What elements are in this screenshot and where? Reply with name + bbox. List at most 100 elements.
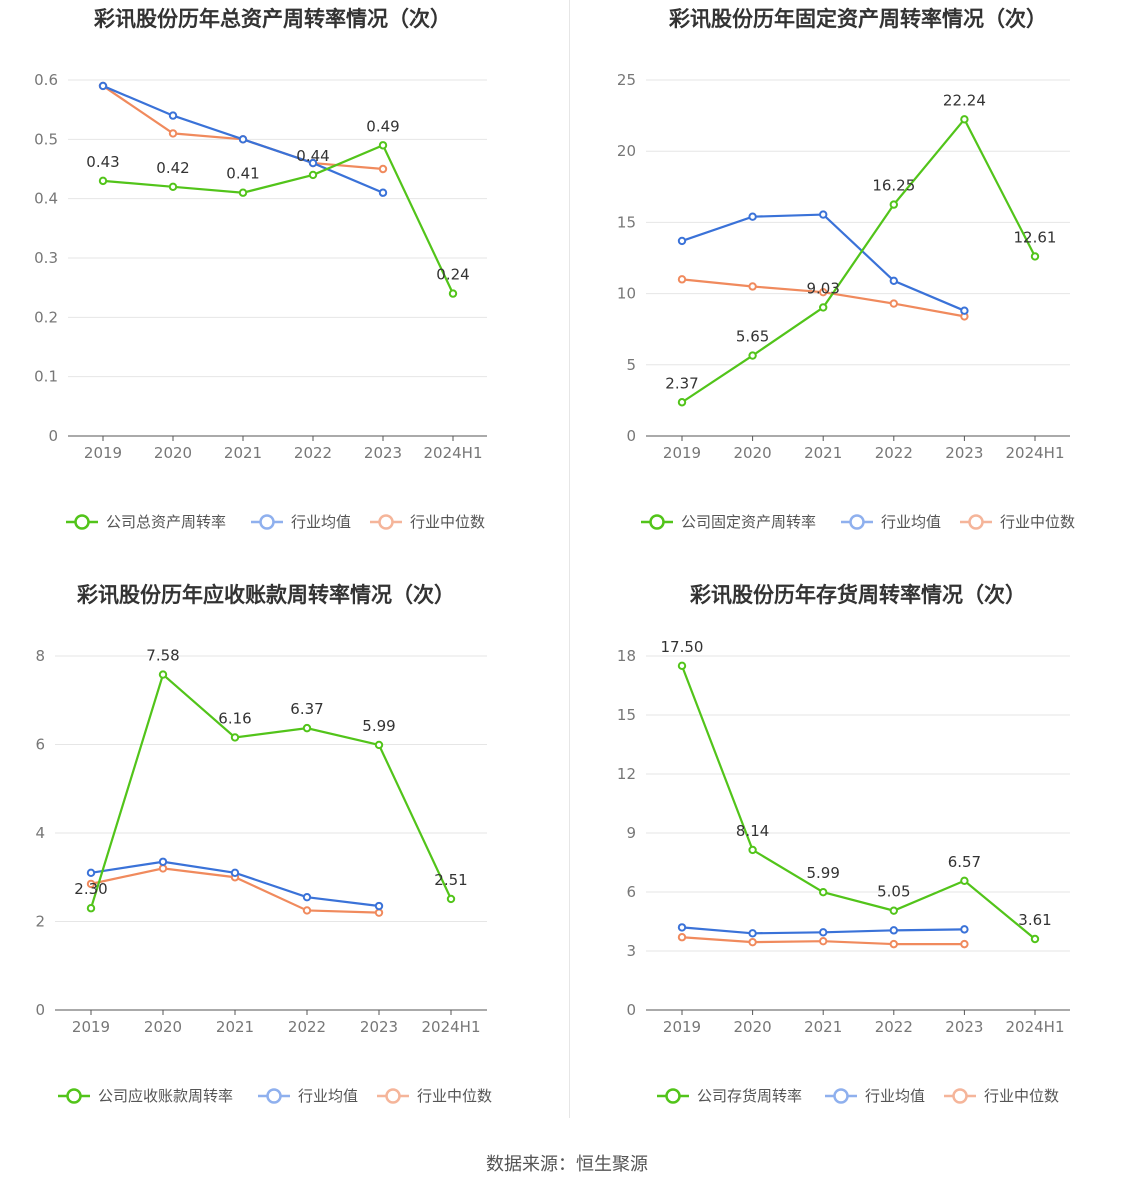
data-point-median	[889, 939, 898, 949]
legend-marker	[833, 1088, 849, 1104]
legend-item-median[interactable]: 行业中位数	[944, 1087, 1059, 1105]
x-tick-label: 2022	[288, 1018, 326, 1036]
legend-label: 行业均值	[298, 1087, 358, 1105]
data-point-median	[819, 936, 828, 946]
data-point-company	[86, 904, 96, 913]
chart-panel-inventory: 彩讯股份历年存货周转率情况（次） 0 3 6 9 12 15 18 2019 2020 2021 20…	[567, 576, 1134, 1152]
legend-label: 公司应收账款周转率	[98, 1087, 233, 1105]
y-tick-label: 4	[35, 824, 45, 842]
chart-title: 彩讯股份历年总资产周转率情况（次）	[93, 7, 451, 31]
legend-marker	[968, 514, 984, 530]
data-label: 6.16	[218, 709, 251, 727]
data-label: 12.61	[1014, 228, 1057, 246]
data-label: 5.65	[736, 328, 769, 346]
chart-title: 彩讯股份历年应收账款周转率情况（次）	[76, 583, 455, 607]
data-label: 5.99	[806, 864, 839, 882]
y-tick-label: 6	[626, 883, 636, 901]
legend-marker	[649, 514, 665, 530]
data-label: 7.58	[146, 647, 179, 665]
data-point-median	[158, 864, 168, 873]
chart-receivables-turnover: 彩讯股份历年应收账款周转率情况（次） 0 2 4 6 8 2019 2020 2021 2022 2…	[35, 583, 492, 1105]
legend-marker	[266, 1088, 282, 1104]
data-point-avg	[302, 892, 312, 902]
data-point-avg	[960, 306, 969, 315]
data-point-company	[448, 289, 458, 298]
legend-item-company[interactable]: 公司应收账款周转率	[58, 1087, 233, 1105]
data-label: 5.05	[877, 883, 910, 901]
data-point-company	[1030, 934, 1040, 944]
data-point-avg	[889, 926, 898, 935]
legend-marker	[849, 514, 865, 530]
legend-item-avg[interactable]: 行业均值	[251, 513, 351, 531]
data-label: 22.24	[943, 91, 986, 109]
x-tick-label: 2019	[663, 1018, 701, 1036]
legend-marker	[378, 514, 394, 530]
y-tick-label: 25	[617, 71, 636, 89]
series-line-median	[102, 85, 384, 171]
data-label: 5.99	[362, 717, 395, 735]
data-point-company	[819, 887, 828, 897]
y-tick-label: 12	[617, 765, 636, 783]
y-tick-label: 10	[617, 285, 636, 303]
data-point-company	[960, 115, 969, 124]
x-tick-label: 2023	[364, 444, 402, 462]
data-point-company	[819, 303, 828, 312]
x-tick-label: 2022	[875, 1018, 913, 1036]
x-tick-label: 2021	[216, 1018, 254, 1036]
y-tick-label: 18	[617, 647, 636, 665]
series-line-company	[89, 672, 452, 909]
legend-label: 行业中位数	[417, 1087, 492, 1105]
data-point-avg	[677, 236, 687, 246]
data-label: 0.41	[226, 165, 259, 183]
series-line-company	[681, 117, 1036, 404]
data-point-median	[889, 299, 898, 308]
data-point-avg	[308, 158, 318, 168]
series-line-company	[102, 143, 454, 295]
x-tick-label: 2024H1	[422, 1018, 481, 1036]
legend-item-company[interactable]: 公司总资产周转率	[66, 513, 226, 531]
y-tick-label: 0.5	[34, 130, 58, 148]
chart-panel-fixed-assets: 彩讯股份历年固定资产周转率情况（次） 0 5 10 15 20 25 2019 2020 2021…	[567, 0, 1134, 576]
legend-item-avg[interactable]: 行业均值	[841, 513, 941, 531]
data-point-company	[748, 351, 757, 360]
legend-item-company[interactable]: 公司固定资产周转率	[641, 513, 816, 531]
data-point-avg	[748, 929, 757, 938]
data-point-company	[889, 200, 898, 209]
y-tick-label: 0	[48, 427, 58, 445]
y-tick-label: 0.1	[34, 368, 58, 386]
x-tick-label: 2022	[875, 444, 913, 462]
chart-group: 彩讯股份历年存货周转率情况（次） 0 3 6 9 12 15 18 2019 2020 2021 20…	[617, 583, 1070, 1105]
chart-fixed-assets-turnover: 彩讯股份历年固定资产周转率情况（次） 0 5 10 15 20 25 2019 2020 2021…	[617, 7, 1075, 531]
x-tick-label: 2019	[84, 444, 122, 462]
legend-item-median[interactable]: 行业中位数	[377, 1087, 492, 1105]
legend-marker	[665, 1088, 681, 1104]
data-label: 2.51	[434, 871, 467, 889]
legend-marker	[385, 1088, 401, 1104]
legend-label: 公司存货周转率	[697, 1087, 802, 1105]
data-label: 0.42	[156, 159, 189, 177]
data-point-avg	[819, 210, 828, 219]
data-point-company	[748, 845, 757, 855]
y-tick-label: 0.2	[34, 308, 58, 326]
legend-item-company[interactable]: 公司存货周转率	[657, 1087, 802, 1105]
legend-item-avg[interactable]: 行业均值	[825, 1087, 925, 1105]
legend-item-median[interactable]: 行业中位数	[370, 513, 485, 531]
x-tick-label: 2019	[663, 444, 701, 462]
data-point-avg	[238, 135, 248, 144]
x-tick-label: 2020	[734, 444, 772, 462]
y-tick-label: 0.4	[34, 190, 58, 208]
y-tick-label: 0	[626, 1001, 636, 1019]
y-tick-label: 20	[617, 142, 636, 160]
legend-item-avg[interactable]: 行业均值	[258, 1087, 358, 1105]
data-point-median	[302, 906, 312, 915]
data-point-avg	[230, 868, 240, 878]
legend-label: 行业均值	[881, 513, 941, 531]
chart-group: 彩讯股份历年总资产周转率情况（次） 0 0.1 0.2 0.3 0.4 0.5 0.6 2019…	[34, 7, 487, 531]
data-point-company	[889, 906, 898, 915]
data-point-avg	[86, 868, 96, 878]
legend-item-median[interactable]: 行业中位数	[960, 513, 1075, 531]
chart-title: 彩讯股份历年固定资产周转率情况（次）	[668, 7, 1047, 31]
data-point-avg	[374, 901, 384, 911]
data-point-company	[374, 740, 384, 750]
series-line-avg	[90, 860, 380, 908]
